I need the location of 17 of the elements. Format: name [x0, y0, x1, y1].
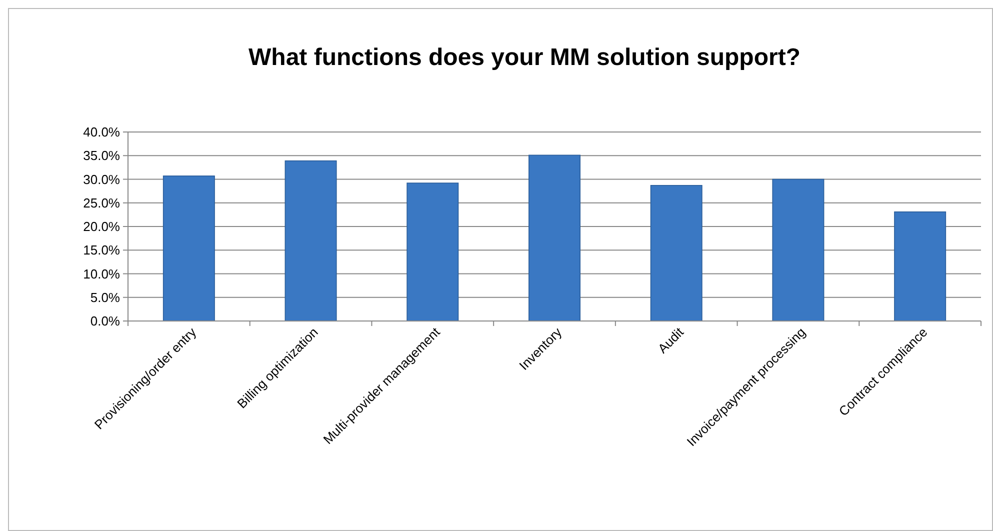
- y-tick-label: 40.0%: [83, 124, 120, 140]
- bar: [772, 178, 824, 322]
- y-tick-label: 5.0%: [90, 290, 120, 305]
- y-tick-label: 15.0%: [83, 242, 120, 258]
- chart-title: What functions does your MM solution support?: [248, 44, 800, 71]
- bar: [650, 184, 702, 322]
- y-tick-label: 20.0%: [83, 219, 120, 234]
- y-tick-label: 10.0%: [83, 266, 120, 282]
- y-tick-label: 30.0%: [83, 172, 120, 187]
- y-tick-label: 0.0%: [90, 314, 120, 329]
- bar: [528, 154, 580, 322]
- y-tick-label: 25.0%: [83, 195, 120, 210]
- bar: [894, 211, 946, 322]
- bar: [162, 176, 215, 322]
- bar: [284, 160, 337, 322]
- bar: [406, 182, 459, 322]
- y-tick-label: 35.0%: [83, 148, 120, 164]
